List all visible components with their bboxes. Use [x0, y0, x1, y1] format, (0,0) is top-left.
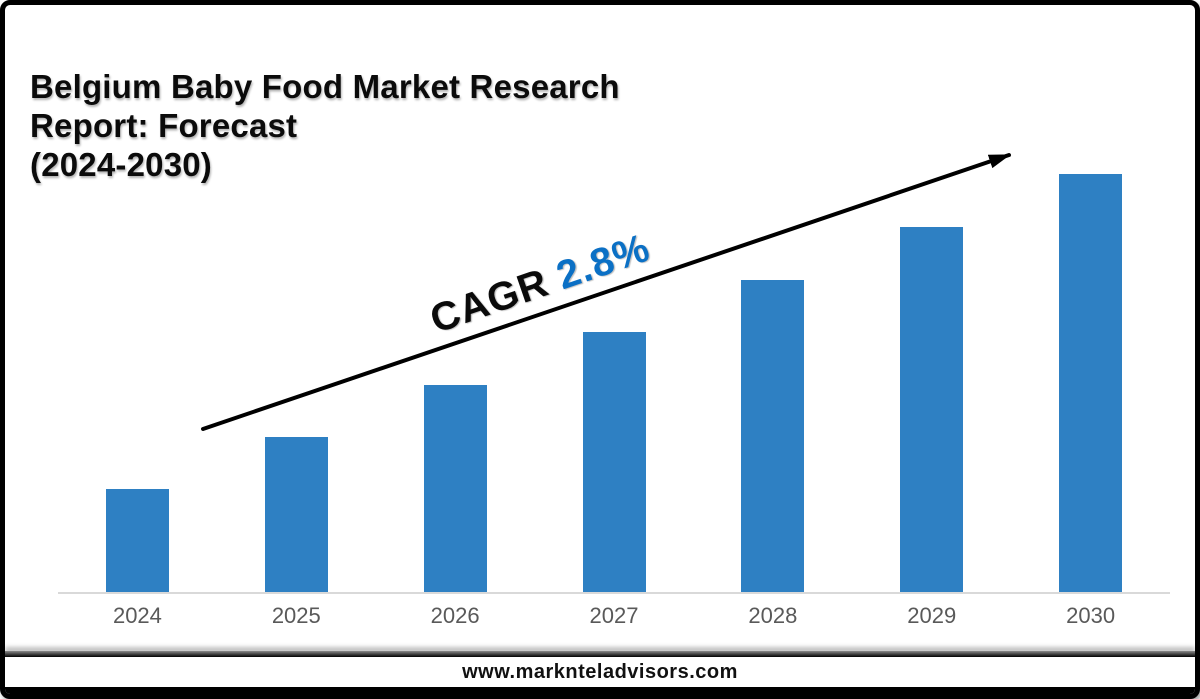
xaxis-label-2029: 2029 [907, 603, 957, 628]
chart-bar-2026 [423, 385, 487, 593]
bar-slot-2024 [58, 489, 217, 593]
footer-website-url: www.marknteladvisors.com [462, 660, 738, 683]
chart-area: 2024 2025 2026 2027 2028 2029 2030 CAGR2.8% [5, 5, 1195, 694]
bar-slot-2026 [376, 385, 535, 593]
chart-bar-2025 [264, 437, 328, 593]
x-axis-line [58, 592, 1170, 594]
xaxis-label-2027: 2027 [589, 603, 639, 628]
xaxis-label-2028: 2028 [748, 603, 798, 628]
chart-title: Belgium Baby Food Market Research Report… [30, 68, 620, 183]
footer-black-strip [5, 687, 1195, 694]
bar-slot-2029 [852, 227, 1011, 593]
chart-bar-2024 [105, 489, 169, 593]
footer-band: www.marknteladvisors.com [5, 657, 1195, 687]
bar-slot-2028 [693, 280, 852, 593]
chart-bar-2027 [582, 332, 646, 593]
footer-divider [5, 651, 1195, 657]
xaxis-label-2025: 2025 [271, 603, 321, 628]
chart-bar-2029 [900, 227, 964, 593]
xaxis-label-2024: 2024 [112, 603, 162, 628]
bar-slot-2027 [535, 332, 694, 593]
xaxis-label-2026: 2026 [430, 603, 480, 628]
bar-slot-2030 [1011, 174, 1170, 593]
xaxis-label-2030: 2030 [1066, 603, 1116, 628]
bar-slot-2025 [217, 437, 376, 593]
chart-bar-2030 [1059, 174, 1123, 593]
xaxis-labels: 2024 2025 2026 2027 2028 2029 2030 [58, 603, 1170, 629]
chart-bar-2028 [741, 280, 805, 593]
